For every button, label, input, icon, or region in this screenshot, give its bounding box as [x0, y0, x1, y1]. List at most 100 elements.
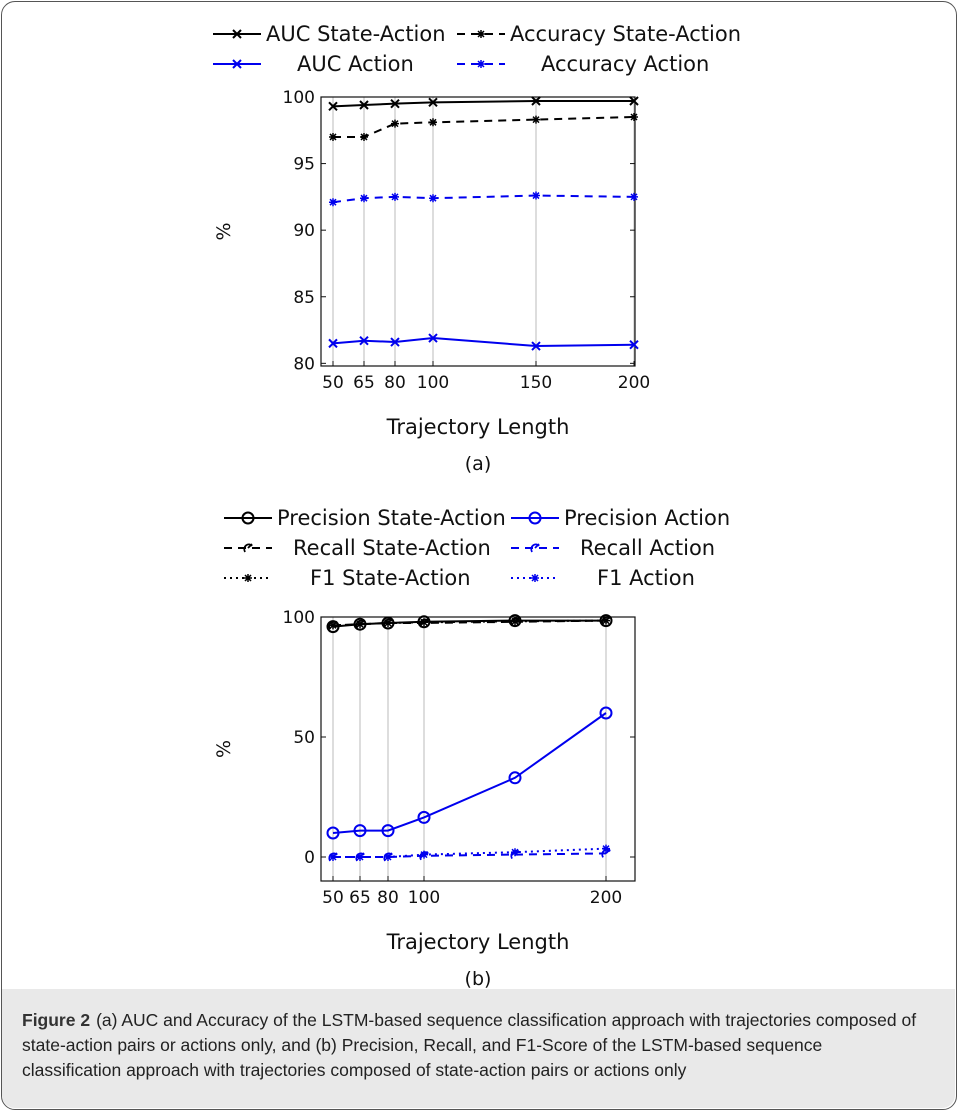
chart-b-legend-marker: [244, 574, 252, 582]
chart-a-series-accuracy-action: [329, 191, 638, 207]
chart-b-legend-label: Precision State-Action: [277, 506, 506, 530]
chart-b-ytick-label: 100: [283, 608, 315, 628]
chart-b-data-point: [353, 824, 367, 838]
chart-b-legend-label: Recall State-Action: [293, 536, 491, 560]
chart-b-data-point: [356, 853, 364, 861]
chart-a-data-point: [428, 333, 438, 343]
chart-b-series-f1-action: [329, 844, 610, 861]
chart-a-series-accuracy-state-action: [329, 112, 638, 141]
chart-b-legend-label: Recall Action: [580, 536, 715, 560]
chart-a-legend-label: AUC Action: [297, 52, 414, 76]
chart-b-legend-item-precision-action: Precision Action: [511, 506, 730, 530]
chart-a-yaxis-label: %: [213, 222, 235, 240]
chart-b-legend-marker: [241, 511, 255, 525]
chart-a-data-point: [428, 97, 438, 108]
chart-a-data-point: [391, 119, 399, 128]
chart-b-xtick-label: 100: [408, 888, 440, 908]
figure-caption: Figure 2 (a) AUC and Accuracy of the LSTM…: [22, 1008, 922, 1083]
chart-a-data-point: [630, 112, 638, 121]
chart-a-data-point: [360, 132, 368, 141]
chart-a-data-point: [328, 101, 338, 112]
chart-b-legend-marker: [530, 543, 540, 553]
chart-a-series-line: [332, 99, 634, 108]
chart-b-data-point: [329, 853, 337, 861]
chart-b-ytick-label: 50: [293, 728, 315, 748]
chart-b-data-point: [356, 620, 364, 629]
chart-b-xaxis-label: Trajectory Length: [386, 930, 570, 954]
chart-b-legend-item-recall-action: Recall Action: [511, 536, 715, 560]
chart-b-data-point: [602, 844, 610, 853]
chart-a-data-point: [532, 115, 540, 124]
chart-b-legend-marker: [243, 543, 253, 553]
chart-b-legend-label: Precision Action: [564, 506, 730, 530]
chart-a-data-point: [629, 96, 639, 106]
chart-a-data-point: [391, 192, 399, 201]
chart-a-sublabel: (a): [465, 453, 491, 475]
chart-a-legend-label: Accuracy Action: [541, 52, 709, 76]
chart-a-data-point: [429, 118, 437, 127]
chart-b-series-line: [332, 619, 607, 627]
chart-b-xtick-label: 200: [590, 888, 622, 908]
chart-a-xtick-label: 80: [384, 373, 406, 393]
chart-a-series-auc-state-action: [328, 96, 639, 112]
chart-a-ytick-label: 90: [293, 221, 315, 241]
chart-a: AUC State-Action Accuracy State-Action AUC…: [213, 22, 741, 475]
chart-a-data-point: [629, 339, 639, 350]
chart-a-data-point: [531, 341, 541, 351]
chart-b-data-point: [599, 706, 613, 720]
chart-b-xtick-label: 50: [322, 888, 344, 908]
chart-a-legend-item-auc-state-action: AUC State-Action: [213, 22, 446, 46]
chart-b-data-point: [417, 810, 431, 824]
chart-b-data-point: [329, 621, 337, 630]
chart-b-legend-marker: [531, 574, 539, 582]
chart-a-legend-item-accuracy-action: Accuracy Action: [457, 52, 709, 76]
figure-label: Figure 2: [22, 1010, 91, 1030]
chart-a-ytick-label: 85: [293, 288, 315, 308]
chart-b-data-point: [384, 619, 392, 627]
chart-b-legend-item-f1-action: F1 Action: [511, 566, 695, 590]
chart-a-data-point: [329, 198, 337, 207]
chart-b-data-point: [420, 850, 428, 859]
chart-b-xtick-label: 65: [349, 888, 371, 908]
chart-b-data-point: [381, 824, 395, 838]
chart-a-ytick-label: 80: [293, 354, 315, 374]
chart-a-series-line: [332, 337, 635, 348]
chart-a-data-point: [429, 194, 437, 203]
chart-a-legend-label: Accuracy State-Action: [510, 22, 741, 46]
chart-a-ytick-label: 95: [293, 155, 315, 175]
caption-band: [2, 989, 955, 1108]
chart-a-data-point: [329, 132, 337, 141]
chart-b-data-point: [511, 848, 519, 857]
chart-a-data-point: [360, 194, 368, 203]
chart-a-data-point: [630, 192, 638, 201]
chart-b-legend-label: F1 Action: [597, 566, 695, 590]
chart-b-series-line: [333, 852, 607, 858]
chart-a-data-point: [359, 335, 369, 346]
chart-b-series-line: [333, 847, 607, 858]
chart-b-data-point: [420, 618, 428, 627]
chart-a-data-point: [328, 338, 338, 349]
chart-a-data-point: [532, 191, 540, 200]
chart-a-xtick-label: 100: [417, 373, 449, 393]
chart-b-plot-frame: [320, 616, 636, 882]
chart-b-series-recall-action: [328, 848, 611, 862]
chart-b-yaxis-label: %: [213, 740, 235, 758]
chart-a-xtick-label: 150: [520, 373, 552, 393]
chart-b-data-point: [602, 616, 610, 625]
chart-a-data-point: [390, 337, 400, 347]
chart-b: Precision State-Action Precision Action Re…: [213, 506, 730, 990]
chart-b-data-point: [511, 617, 519, 626]
chart-a-series-auc-action: [328, 333, 639, 351]
chart-a-xtick-label: 200: [618, 373, 650, 393]
chart-b-data-point: [508, 771, 522, 785]
chart-b-data-point: [326, 826, 340, 840]
chart-a-xtick-label: 50: [322, 373, 344, 393]
chart-b-xtick-label: 80: [377, 888, 399, 908]
chart-a-legend-label: AUC State-Action: [266, 22, 446, 46]
chart-a-xtick-label: 65: [353, 373, 375, 393]
chart-a-legend-marker: [477, 60, 485, 68]
chart-b-data-point: [384, 853, 392, 861]
chart-b-series-line: [332, 619, 606, 628]
chart-b-sublabel: (b): [465, 968, 492, 990]
chart-a-data-point: [531, 96, 541, 106]
